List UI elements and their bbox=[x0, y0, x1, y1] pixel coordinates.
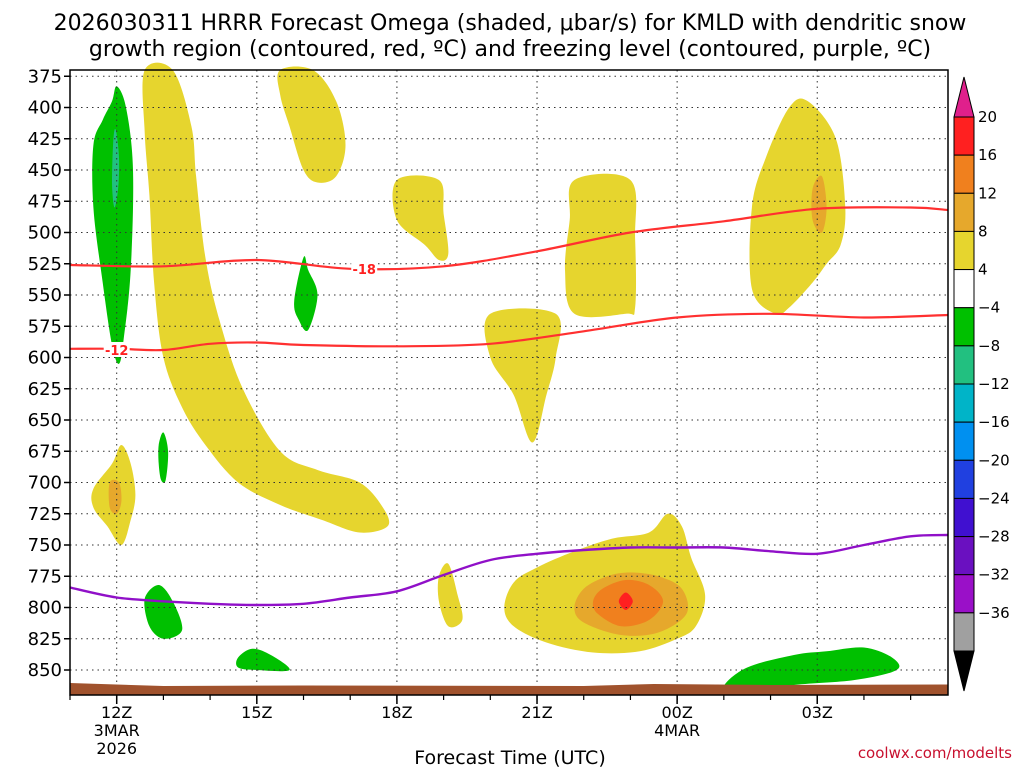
dgz-contour-line-1 bbox=[69, 312, 949, 352]
y-tick-label-1: 400 bbox=[28, 98, 62, 119]
colorbar-label-2: 12 bbox=[978, 184, 997, 202]
omega-region-10 bbox=[811, 175, 827, 233]
colorbar-over-triangle bbox=[953, 76, 975, 118]
y-tick-label-15: 750 bbox=[28, 535, 62, 556]
terrain-layer bbox=[70, 683, 948, 695]
colorbar-label-4: 4 bbox=[978, 261, 988, 279]
y-tick-label-0: 375 bbox=[28, 66, 62, 87]
omega-region-20 bbox=[723, 647, 900, 693]
omega-region-5 bbox=[749, 98, 846, 315]
y-tick-label-4: 475 bbox=[28, 191, 62, 212]
omega-region-16 bbox=[294, 256, 318, 332]
omega-region-3 bbox=[564, 173, 637, 318]
colorbar-label-0: 20 bbox=[978, 108, 997, 126]
colorbar-segment-0 bbox=[953, 116, 975, 156]
colorbar-label-13: −36 bbox=[978, 604, 1010, 622]
y-tick-label-5: 500 bbox=[28, 223, 62, 244]
credit-text: coolwx.com/modelts bbox=[858, 744, 1012, 762]
terrain-fill bbox=[70, 683, 948, 695]
omega-region-19 bbox=[236, 648, 290, 672]
x-tick-label-2: 18Z bbox=[381, 703, 412, 722]
y-tick-label-14: 725 bbox=[28, 504, 62, 525]
x-tick-date-0: 3MAR bbox=[94, 721, 140, 740]
colorbar-segment-5 bbox=[953, 307, 975, 347]
x-tick-label-0: 12Z bbox=[101, 703, 132, 722]
y-tick-label-18: 825 bbox=[28, 629, 62, 650]
colorbar-segment-11 bbox=[953, 536, 975, 576]
y-tick-label-7: 550 bbox=[28, 285, 62, 306]
dgz-contour-label-bg-1 bbox=[103, 342, 130, 357]
x-axis-label: Forecast Time (UTC) bbox=[414, 747, 605, 768]
omega-region-2 bbox=[392, 175, 449, 261]
y-tick-label-13: 700 bbox=[28, 473, 62, 494]
y-tick-label-11: 650 bbox=[28, 410, 62, 431]
dgz-contour-line-0 bbox=[69, 206, 949, 271]
y-tick-label-10: 625 bbox=[28, 379, 62, 400]
colorbar-segment-3 bbox=[953, 230, 975, 271]
freezing-level-line bbox=[69, 533, 949, 607]
plot-frame bbox=[69, 69, 949, 696]
contour-lines: -18 -12 bbox=[69, 206, 949, 607]
colorbar-label-5: −4 bbox=[978, 299, 1000, 317]
colorbar-label-11: −28 bbox=[978, 528, 1010, 546]
colorbar-label-8: −16 bbox=[978, 413, 1010, 431]
omega-region-13 bbox=[618, 592, 633, 610]
y-tick-label-19: 850 bbox=[28, 660, 62, 681]
x-tick-year-0: 2026 bbox=[96, 739, 137, 758]
colorbar-label-12: −32 bbox=[978, 566, 1010, 584]
y-tick-label-8: 575 bbox=[28, 316, 62, 337]
omega-region-7 bbox=[437, 563, 463, 628]
omega-region-15 bbox=[111, 128, 120, 208]
grid-lines bbox=[70, 70, 948, 695]
x-tick-label-5: 03Z bbox=[802, 703, 833, 722]
colorbar-segment-6 bbox=[953, 345, 975, 385]
colorbar-segment-9 bbox=[953, 459, 975, 499]
colorbar-segment-2 bbox=[953, 192, 975, 232]
colorbar-segment-7 bbox=[953, 383, 975, 423]
colorbar-segment-8 bbox=[953, 421, 975, 461]
chart-title-line-2: growth region (contoured, red, ºC) and f… bbox=[89, 37, 931, 62]
colorbar-segment-1 bbox=[953, 154, 975, 194]
y-tick-label-17: 800 bbox=[28, 598, 62, 619]
colorbar-segment-13 bbox=[953, 612, 975, 652]
y-tick-label-9: 600 bbox=[28, 348, 62, 369]
dgz-contour-label-bg-0 bbox=[351, 260, 378, 276]
colorbar-label-9: −20 bbox=[978, 451, 1010, 469]
x-tick-date-4: 4MAR bbox=[654, 721, 700, 740]
colorbar-label-1: 16 bbox=[978, 146, 997, 164]
colorbar-label-3: 8 bbox=[978, 222, 988, 240]
chart-title-line-1: 2026030311 HRRR Forecast Omega (shaded, … bbox=[54, 11, 967, 36]
omega-region-14 bbox=[92, 86, 134, 364]
y-tick-label-16: 775 bbox=[28, 566, 62, 587]
colorbar-label-10: −24 bbox=[978, 489, 1010, 507]
y-tick-label-6: 525 bbox=[28, 254, 62, 275]
omega-region-17 bbox=[158, 432, 169, 483]
x-tick-label-4: 00Z bbox=[661, 703, 692, 722]
colorbar: 20 16 12 8 4 −4 −8 −12 −16 −20 −24 −28 −32 −36 bbox=[953, 76, 1010, 692]
omega-shading-layer bbox=[91, 62, 900, 693]
colorbar-under-triangle bbox=[953, 650, 975, 692]
omega-region-11 bbox=[108, 479, 122, 515]
omega-region-1 bbox=[277, 66, 346, 183]
colorbar-segment-4 bbox=[953, 269, 975, 309]
colorbar-segment-10 bbox=[953, 497, 975, 538]
x-tick-label-3: 21Z bbox=[521, 703, 552, 722]
x-tick-label-1: 15Z bbox=[241, 703, 272, 722]
dgz-contour-label-1: -12 bbox=[105, 344, 129, 359]
colorbar-segment-12 bbox=[953, 574, 975, 614]
y-tick-label-2: 425 bbox=[28, 129, 62, 150]
omega-region-0 bbox=[142, 62, 390, 533]
y-axis: 375 400 425 450 475 500 525 550 575 600 625 650 675 7… bbox=[28, 66, 70, 681]
y-tick-label-3: 450 bbox=[28, 160, 62, 181]
omega-region-18 bbox=[144, 584, 183, 639]
y-tick-label-12: 675 bbox=[28, 441, 62, 462]
colorbar-label-7: −12 bbox=[978, 375, 1010, 393]
colorbar-label-6: −8 bbox=[978, 337, 1000, 355]
dgz-contour-label-0: -18 bbox=[352, 263, 376, 278]
